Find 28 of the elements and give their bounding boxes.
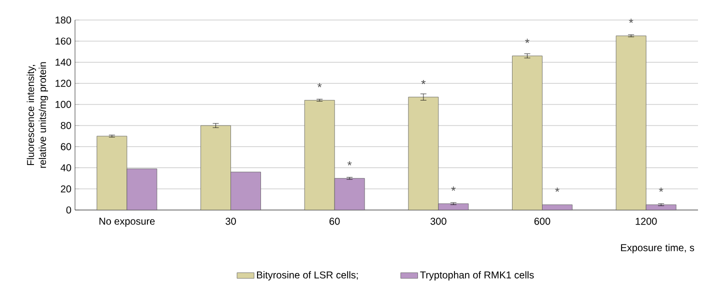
x-tick-label: 30 bbox=[226, 218, 236, 225]
x-tick-label: 60 bbox=[330, 218, 340, 225]
y-axis-title: Fluorescence intensity, relative units/mg protein bbox=[26, 62, 48, 168]
y-tick-label: 120 bbox=[56, 80, 72, 87]
annotation: * bbox=[525, 38, 530, 43]
annotation: * bbox=[555, 188, 560, 192]
annotation: * bbox=[628, 18, 634, 23]
y-tick-label: 20 bbox=[60, 185, 72, 192]
y-tick-label: 40 bbox=[60, 164, 72, 172]
annotation: * bbox=[421, 80, 426, 84]
y-tick-label: 100 bbox=[56, 100, 72, 108]
y-tick-label: 160 bbox=[56, 38, 72, 45]
x-tick-label: 300 bbox=[430, 218, 446, 225]
annotation: * bbox=[658, 188, 664, 192]
y-tick-label: 180 bbox=[56, 16, 72, 24]
y-tick-label: 140 bbox=[56, 58, 72, 66]
x-axis-title: Exposure time, s bbox=[621, 244, 694, 254]
legend-label: Bityrosine of LSR cells; bbox=[257, 271, 358, 280]
x-tick-label: 1200 bbox=[636, 218, 657, 225]
annotation: * bbox=[347, 161, 352, 166]
annotation: * bbox=[451, 186, 456, 191]
x-tick-label: No exposure bbox=[99, 218, 155, 227]
annotation: * bbox=[317, 83, 322, 88]
x-tick-label: 600 bbox=[534, 218, 550, 225]
y-tick-label: 80 bbox=[60, 122, 72, 130]
legend-label: Tryptophan of RMK1 cells bbox=[420, 271, 534, 280]
y-tick-label: 0 bbox=[66, 206, 72, 214]
y-tick-label: 60 bbox=[60, 143, 72, 150]
